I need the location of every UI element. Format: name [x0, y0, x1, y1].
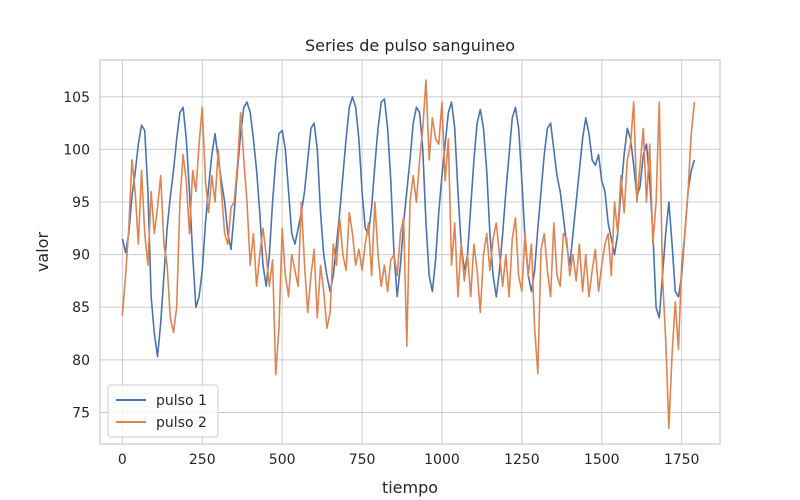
series-line-pulso-2: [121, 79, 696, 430]
x-tick-label: 250: [189, 452, 216, 468]
y-tick-label: 90: [72, 248, 90, 264]
series-layer: [121, 79, 696, 430]
y-tick-label: 85: [72, 300, 90, 316]
plot-frame: [99, 59, 721, 445]
x-tick-label: 1750: [664, 452, 700, 468]
x-tick-label: 0: [118, 452, 127, 468]
y-tick-label: 75: [72, 405, 90, 421]
legend-label-pulso-2: pulso 2: [156, 415, 207, 431]
legend-box: [107, 384, 219, 438]
x-axis-label: tiempo: [382, 478, 438, 497]
y-tick-label: 100: [63, 142, 90, 158]
y-tick-label: 105: [63, 90, 90, 106]
y-tick-label: 80: [72, 353, 90, 369]
legend: pulso 1 pulso 2: [107, 384, 219, 438]
legend-label-pulso-1: pulso 1: [156, 393, 207, 409]
x-tick-label: 500: [269, 452, 296, 468]
chart-title: Series de pulso sanguineo: [305, 36, 515, 55]
x-tick-label: 1000: [424, 452, 460, 468]
y-tick-label: 95: [72, 195, 90, 211]
x-tick-label: 1500: [584, 452, 620, 468]
x-tick-label: 1250: [504, 452, 540, 468]
y-axis-label: valor: [33, 232, 52, 273]
x-tick-label: 750: [349, 452, 376, 468]
ticks: 0 250 500 750 1000 1250 1500 1750 75 80 85 90 95 100 1…: [63, 90, 699, 468]
